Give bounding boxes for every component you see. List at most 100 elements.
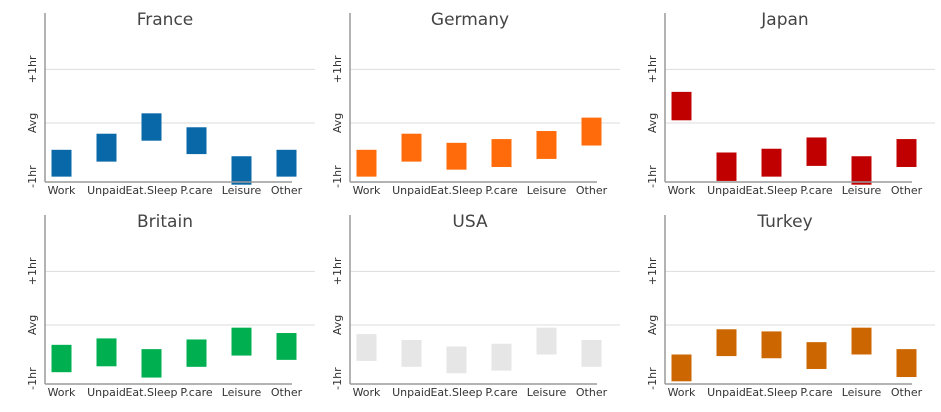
y-tick-label: Avg bbox=[331, 315, 344, 335]
bar-other bbox=[896, 349, 917, 378]
bar-work bbox=[356, 334, 377, 361]
y-tick-label: +1hr bbox=[331, 257, 344, 285]
category-label: Unpaid bbox=[87, 184, 126, 197]
category-label: Work bbox=[353, 386, 381, 399]
bar-other bbox=[581, 117, 602, 146]
category-label: Leisure bbox=[222, 386, 262, 399]
category-label: Unpaid bbox=[392, 386, 431, 399]
bar-unpaid bbox=[401, 133, 422, 162]
bar-eat-sleep bbox=[446, 142, 467, 170]
y-tick-label: +1hr bbox=[26, 55, 39, 83]
category-label: Leisure bbox=[842, 184, 882, 197]
category-label: Leisure bbox=[527, 386, 567, 399]
y-tick-label: +1hr bbox=[26, 257, 39, 285]
category-label: Other bbox=[271, 184, 303, 197]
category-label: P.care bbox=[180, 386, 212, 399]
bar-p-care bbox=[491, 139, 512, 167]
category-label: P.care bbox=[180, 184, 212, 197]
category-label: Leisure bbox=[527, 184, 567, 197]
panel-title: Turkey bbox=[756, 212, 812, 232]
category-label: Unpaid bbox=[392, 184, 431, 197]
bar-p-care bbox=[806, 342, 827, 369]
category-label: Leisure bbox=[222, 184, 262, 197]
bar-leisure bbox=[851, 327, 872, 355]
category-label: Unpaid bbox=[707, 386, 746, 399]
bar-unpaid bbox=[716, 329, 737, 357]
category-label: Other bbox=[271, 386, 303, 399]
bar-eat-sleep bbox=[141, 349, 162, 378]
bar-eat-sleep bbox=[141, 113, 162, 141]
bar-leisure bbox=[536, 131, 557, 159]
category-label: Eat.Sleep bbox=[745, 184, 797, 197]
panel-title: Britain bbox=[137, 212, 193, 232]
bar-work bbox=[356, 149, 377, 177]
category-label: P.care bbox=[485, 386, 517, 399]
y-tick-label: -1hr bbox=[646, 165, 659, 188]
y-tick-label: -1hr bbox=[331, 367, 344, 390]
bar-leisure bbox=[231, 327, 252, 356]
category-label: P.care bbox=[800, 184, 832, 197]
category-label: Work bbox=[48, 386, 76, 399]
category-label: Eat.Sleep bbox=[125, 184, 177, 197]
panel-usa: USA +1hr Avg -1hr Work Unpaid Eat.Sleep P.care L… bbox=[331, 212, 620, 399]
y-tick-label: Avg bbox=[26, 113, 39, 133]
bar-p-care bbox=[186, 127, 207, 155]
bar-eat-sleep bbox=[446, 346, 467, 374]
category-label: Work bbox=[48, 184, 76, 197]
bar-leisure bbox=[231, 156, 252, 185]
category-label: P.care bbox=[485, 184, 517, 197]
bar-other bbox=[581, 340, 602, 367]
bar-unpaid bbox=[401, 340, 422, 367]
category-label: Leisure bbox=[842, 386, 882, 399]
bar-work bbox=[671, 354, 692, 382]
bar-unpaid bbox=[96, 338, 117, 367]
category-label: Work bbox=[353, 184, 381, 197]
bar-eat-sleep bbox=[761, 331, 782, 359]
bar-work bbox=[51, 149, 72, 177]
bar-work bbox=[671, 91, 692, 121]
bar-other bbox=[276, 149, 297, 177]
category-label: Eat.Sleep bbox=[745, 386, 797, 399]
bar-leisure bbox=[536, 327, 557, 355]
bar-other bbox=[276, 333, 297, 360]
bar-leisure bbox=[851, 156, 872, 185]
category-label: Eat.Sleep bbox=[430, 386, 482, 399]
y-tick-label: Avg bbox=[646, 315, 659, 335]
bar-p-care bbox=[806, 137, 827, 166]
y-tick-label: -1hr bbox=[26, 367, 39, 390]
panel-britain: Britain +1hr Avg -1hr Work Unpaid Eat.Sleep P.c… bbox=[26, 212, 315, 399]
y-tick-label: Avg bbox=[331, 113, 344, 133]
panel-title: Germany bbox=[431, 10, 509, 30]
bar-p-care bbox=[491, 343, 512, 371]
category-label: Unpaid bbox=[707, 184, 746, 197]
bar-p-care bbox=[186, 339, 207, 367]
category-label: Other bbox=[891, 184, 923, 197]
panel-germany: Germany +1hr Avg -1hr Work Unpaid Eat.Sleep P.c… bbox=[331, 10, 620, 197]
y-tick-label: -1hr bbox=[26, 165, 39, 188]
category-label: Eat.Sleep bbox=[125, 386, 177, 399]
category-label: P.care bbox=[800, 386, 832, 399]
panel-turkey: Turkey +1hr Avg -1hr Work Unpaid Eat.Sleep P.ca… bbox=[646, 212, 935, 399]
y-tick-label: Avg bbox=[646, 113, 659, 133]
bar-unpaid bbox=[716, 152, 737, 181]
y-tick-label: -1hr bbox=[646, 367, 659, 390]
panel-title: Japan bbox=[760, 10, 808, 30]
category-label: Work bbox=[668, 386, 696, 399]
bar-unpaid bbox=[96, 133, 117, 162]
panel-japan: Japan +1hr Avg -1hr Work Unpaid Eat.Sleep P.car… bbox=[646, 10, 935, 197]
panel-france: France +1hr Avg -1hr Work Unpaid Eat.Sleep P.ca… bbox=[26, 10, 315, 197]
category-label: Other bbox=[576, 184, 608, 197]
bar-other bbox=[896, 139, 917, 167]
y-tick-label: -1hr bbox=[331, 165, 344, 188]
category-label: Unpaid bbox=[87, 386, 126, 399]
bar-eat-sleep bbox=[761, 148, 782, 177]
bar-work bbox=[51, 344, 72, 373]
y-tick-label: Avg bbox=[26, 315, 39, 335]
category-label: Eat.Sleep bbox=[430, 184, 482, 197]
y-tick-label: +1hr bbox=[646, 257, 659, 285]
category-label: Other bbox=[891, 386, 923, 399]
panel-title: France bbox=[137, 10, 194, 30]
y-tick-label: +1hr bbox=[646, 55, 659, 83]
category-label: Other bbox=[576, 386, 608, 399]
